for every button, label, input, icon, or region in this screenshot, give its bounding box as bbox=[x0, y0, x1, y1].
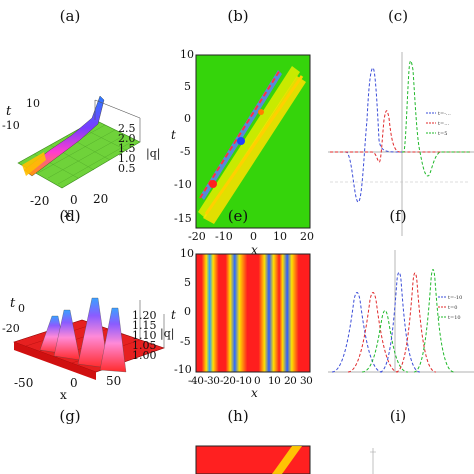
panel-h-y-tick-3: 0 bbox=[184, 305, 191, 318]
panel-g-z-tick-3: 1.10 bbox=[132, 329, 157, 342]
panel-e-x-tick-4: 10 bbox=[273, 230, 287, 243]
panel-e-y-tick-5: -10 bbox=[174, 178, 192, 191]
panel-g-t-tick-2: -20 bbox=[2, 322, 20, 335]
panel-g-z-label: |q| bbox=[160, 327, 175, 340]
panel-h-x-tick-4: -10 bbox=[236, 375, 252, 387]
panel-label-d: (d) bbox=[59, 207, 81, 225]
panel-d-t-tick-2: -10 bbox=[2, 119, 20, 132]
panel-d-x-tick-1: -20 bbox=[30, 194, 50, 208]
panel-h-x-tick-6: 10 bbox=[268, 375, 281, 387]
panel-f-series-blue bbox=[330, 67, 403, 203]
panel-d-x-label: x bbox=[64, 206, 71, 220]
panel-g-wave-2 bbox=[53, 309, 81, 361]
panel-label-b: (b) bbox=[227, 7, 249, 25]
panel-i-series-blue-2 bbox=[379, 272, 421, 373]
panel-h-plot-area bbox=[195, 253, 311, 373]
panel-h-y-tick-2: 5 bbox=[184, 276, 191, 289]
panel-h-x-ticks: -40 -30 -20 -10 0 10 20 30 bbox=[188, 375, 323, 389]
panel-g-z-tick-4: 1.05 bbox=[132, 339, 157, 352]
panel-label-a: (a) bbox=[59, 7, 81, 25]
panel-f-series-red bbox=[330, 110, 470, 163]
panel-i-legend-entry-2: t=0 bbox=[448, 305, 458, 311]
panel-f-legend-entry-1: t=-… bbox=[438, 111, 451, 117]
panel-e-x-tick-3: 0 bbox=[250, 230, 257, 243]
panel-g-wave-3 bbox=[77, 297, 109, 369]
panel-e-x-tick-2: -10 bbox=[215, 230, 233, 243]
panel-d-x-tick-3: 20 bbox=[93, 192, 109, 206]
panel-e-y-tick-1: 10 bbox=[180, 48, 194, 61]
panel-d-x-tick-2: 0 bbox=[70, 193, 78, 207]
panel-i-series-red-1 bbox=[347, 292, 399, 373]
panel-d-t-label: t bbox=[6, 104, 12, 119]
panel-i-legend: t=-10 t=0 t=10 bbox=[448, 293, 462, 323]
panel-e-y-tick-3: 0 bbox=[184, 112, 191, 125]
panel-g-x-tick-3: 50 bbox=[106, 374, 122, 388]
panel-label-g: (g) bbox=[59, 407, 81, 425]
panel-e-x-label: x bbox=[251, 243, 258, 257]
panel-d-z-tick-2: 2.0 bbox=[118, 132, 136, 145]
panel-d-z-tick-5: 0.5 bbox=[118, 162, 136, 175]
panel-e-x-tick-5: 20 bbox=[300, 230, 314, 243]
panel-e-band-1 bbox=[198, 66, 300, 218]
panel-g-z-tick-5: 1.00 bbox=[132, 349, 157, 362]
panel-f-series-green bbox=[402, 60, 470, 177]
panel-i-series-blue-1 bbox=[331, 292, 383, 373]
panel-h-x-tick-2: -30 bbox=[204, 375, 220, 387]
panel-i-legend-entry-1: t=-10 bbox=[448, 295, 463, 301]
panel-d-z-tick-4: 1.0 bbox=[118, 152, 136, 165]
panel-e-x-ticks: -20 -10 0 10 20 bbox=[188, 230, 318, 244]
panel-d-z-label: |q| bbox=[146, 147, 161, 160]
panel-h-x-tick-7: 20 bbox=[284, 375, 297, 387]
panel-label-e: (e) bbox=[227, 207, 249, 225]
panel-h-y-tick-4: -5 bbox=[180, 335, 191, 348]
panel-d-t-tick-1: 10 bbox=[26, 97, 40, 110]
panel-label-f: (f) bbox=[389, 207, 407, 225]
panel-h-x-label: x bbox=[251, 386, 258, 400]
panel-i-legend-entry-3: t=10 bbox=[448, 315, 461, 321]
panel-g-x-tick-1: -50 bbox=[14, 376, 34, 390]
panel-i-series-red-2 bbox=[395, 272, 437, 373]
panel-e-x-tick-1: -20 bbox=[188, 230, 206, 243]
panel-h-y-label: t bbox=[171, 308, 176, 322]
panel-e-y-tick-4: -5 bbox=[180, 145, 191, 158]
panel-e-y-tick-2: 5 bbox=[184, 80, 191, 93]
panel-d-z-tick-3: 1.5 bbox=[118, 142, 136, 155]
panel-f-legend: t=-… t=… t=5 bbox=[438, 109, 451, 139]
panel-f-legend-entry-3: t=5 bbox=[438, 131, 448, 137]
panel-h-y-tick-1: 10 bbox=[180, 247, 194, 260]
panel-h-y-tick-5: -10 bbox=[174, 363, 192, 376]
panel-h-x-tick-8: 30 bbox=[300, 375, 313, 387]
panel-g-surface-front bbox=[14, 342, 96, 380]
panel-e-band-3 bbox=[200, 70, 282, 200]
panel-g-t-label: t bbox=[10, 296, 16, 311]
panel-h-x-tick-5: 0 bbox=[254, 375, 261, 387]
panel-g-t-tick-1: 0 bbox=[18, 302, 25, 315]
panel-g-z-ticks: 1.20 1.15 1.10 1.05 1.00 bbox=[132, 309, 157, 362]
panel-label-c: (c) bbox=[387, 7, 409, 25]
panel-d-z-ticks: 2.5 2.0 1.5 1.0 0.5 bbox=[118, 122, 136, 175]
panel-label-i: (i) bbox=[389, 407, 407, 425]
panel-e-y-tick-6: -15 bbox=[174, 212, 192, 225]
panel-f-legend-entry-2: t=… bbox=[438, 121, 450, 127]
panel-g-wave-4 bbox=[99, 307, 127, 373]
panel-e-y-label: t bbox=[171, 128, 176, 142]
panel-g-x-label: x bbox=[60, 388, 67, 402]
panel-g-x-tick-2: 0 bbox=[70, 376, 78, 390]
panel-i-series-green-2 bbox=[413, 269, 455, 373]
panel-g-z-tick-1: 1.20 bbox=[132, 309, 157, 322]
panel-e-band-2 bbox=[203, 76, 306, 224]
panel-g-z-tick-2: 1.15 bbox=[132, 319, 157, 332]
panel-h-x-tick-1: -40 bbox=[188, 375, 204, 387]
panel-label-h: (h) bbox=[227, 407, 249, 425]
panel-d-z-tick-1: 2.5 bbox=[118, 122, 136, 135]
panel-h-x-tick-3: -20 bbox=[220, 375, 236, 387]
panel-d-soliton-dip bbox=[22, 152, 46, 176]
